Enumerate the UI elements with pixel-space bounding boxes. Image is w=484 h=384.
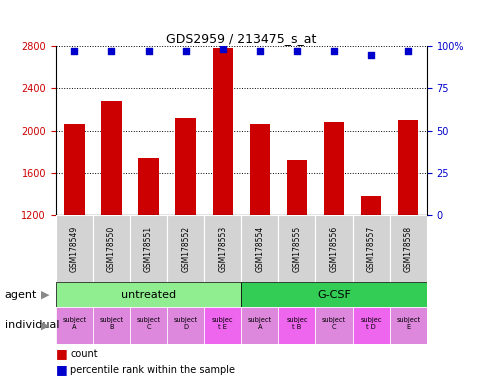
Text: subject
E: subject E bbox=[395, 317, 420, 330]
Text: subject
A: subject A bbox=[62, 317, 86, 330]
Bar bbox=[130, 307, 166, 344]
Point bbox=[366, 51, 374, 58]
Bar bbox=[101, 101, 121, 215]
Bar bbox=[389, 307, 426, 344]
Bar bbox=[64, 124, 84, 215]
Text: GSM178552: GSM178552 bbox=[181, 225, 190, 272]
Point bbox=[404, 48, 411, 54]
Text: ■: ■ bbox=[56, 348, 67, 361]
Text: G-CSF: G-CSF bbox=[317, 290, 350, 300]
Point bbox=[256, 48, 263, 54]
Bar bbox=[241, 282, 426, 307]
Bar bbox=[56, 307, 93, 344]
Bar bbox=[130, 215, 166, 282]
Bar bbox=[56, 215, 93, 282]
Bar bbox=[315, 215, 352, 282]
Text: untreated: untreated bbox=[121, 290, 176, 300]
Text: GSM178554: GSM178554 bbox=[255, 225, 264, 272]
Bar bbox=[175, 118, 196, 215]
Bar bbox=[212, 48, 232, 215]
Text: subject
C: subject C bbox=[136, 317, 160, 330]
Bar bbox=[278, 307, 315, 344]
Text: individual: individual bbox=[5, 320, 59, 331]
Point bbox=[292, 48, 300, 54]
Bar bbox=[56, 282, 241, 307]
Text: percentile rank within the sample: percentile rank within the sample bbox=[70, 365, 235, 375]
Text: count: count bbox=[70, 349, 98, 359]
Text: ▶: ▶ bbox=[41, 320, 50, 331]
Bar bbox=[352, 215, 389, 282]
Text: GSM178558: GSM178558 bbox=[403, 225, 412, 272]
Bar bbox=[241, 215, 278, 282]
Point bbox=[107, 48, 115, 54]
Text: ▶: ▶ bbox=[41, 290, 50, 300]
Text: subject
C: subject C bbox=[321, 317, 346, 330]
Bar bbox=[93, 215, 130, 282]
Bar bbox=[286, 160, 306, 215]
Bar bbox=[389, 215, 426, 282]
Point bbox=[70, 48, 78, 54]
Bar bbox=[166, 215, 204, 282]
Text: subject
D: subject D bbox=[173, 317, 197, 330]
Bar bbox=[323, 122, 344, 215]
Point bbox=[218, 46, 226, 53]
Text: agent: agent bbox=[5, 290, 37, 300]
Text: subject
A: subject A bbox=[247, 317, 272, 330]
Bar bbox=[241, 307, 278, 344]
Bar bbox=[138, 158, 158, 215]
Text: GSM178551: GSM178551 bbox=[144, 225, 153, 272]
Text: GSM178553: GSM178553 bbox=[218, 225, 227, 272]
Text: subject
B: subject B bbox=[99, 317, 123, 330]
Bar bbox=[204, 215, 241, 282]
Bar bbox=[166, 307, 204, 344]
Bar bbox=[315, 307, 352, 344]
Text: GSM178549: GSM178549 bbox=[70, 225, 79, 272]
Title: GDS2959 / 213475_s_at: GDS2959 / 213475_s_at bbox=[166, 32, 316, 45]
Text: GSM178556: GSM178556 bbox=[329, 225, 338, 272]
Text: subjec
t D: subjec t D bbox=[360, 317, 381, 330]
Bar bbox=[93, 307, 130, 344]
Text: subjec
t B: subjec t B bbox=[286, 317, 307, 330]
Bar bbox=[352, 307, 389, 344]
Bar bbox=[204, 307, 241, 344]
Point bbox=[182, 48, 189, 54]
Text: subjec
t E: subjec t E bbox=[212, 317, 233, 330]
Point bbox=[330, 48, 337, 54]
Text: ■: ■ bbox=[56, 363, 67, 376]
Bar bbox=[249, 124, 270, 215]
Bar bbox=[278, 215, 315, 282]
Bar bbox=[397, 120, 418, 215]
Text: GSM178555: GSM178555 bbox=[292, 225, 301, 272]
Point bbox=[144, 48, 152, 54]
Text: GSM178550: GSM178550 bbox=[106, 225, 116, 272]
Text: GSM178557: GSM178557 bbox=[366, 225, 375, 272]
Bar bbox=[360, 196, 380, 215]
